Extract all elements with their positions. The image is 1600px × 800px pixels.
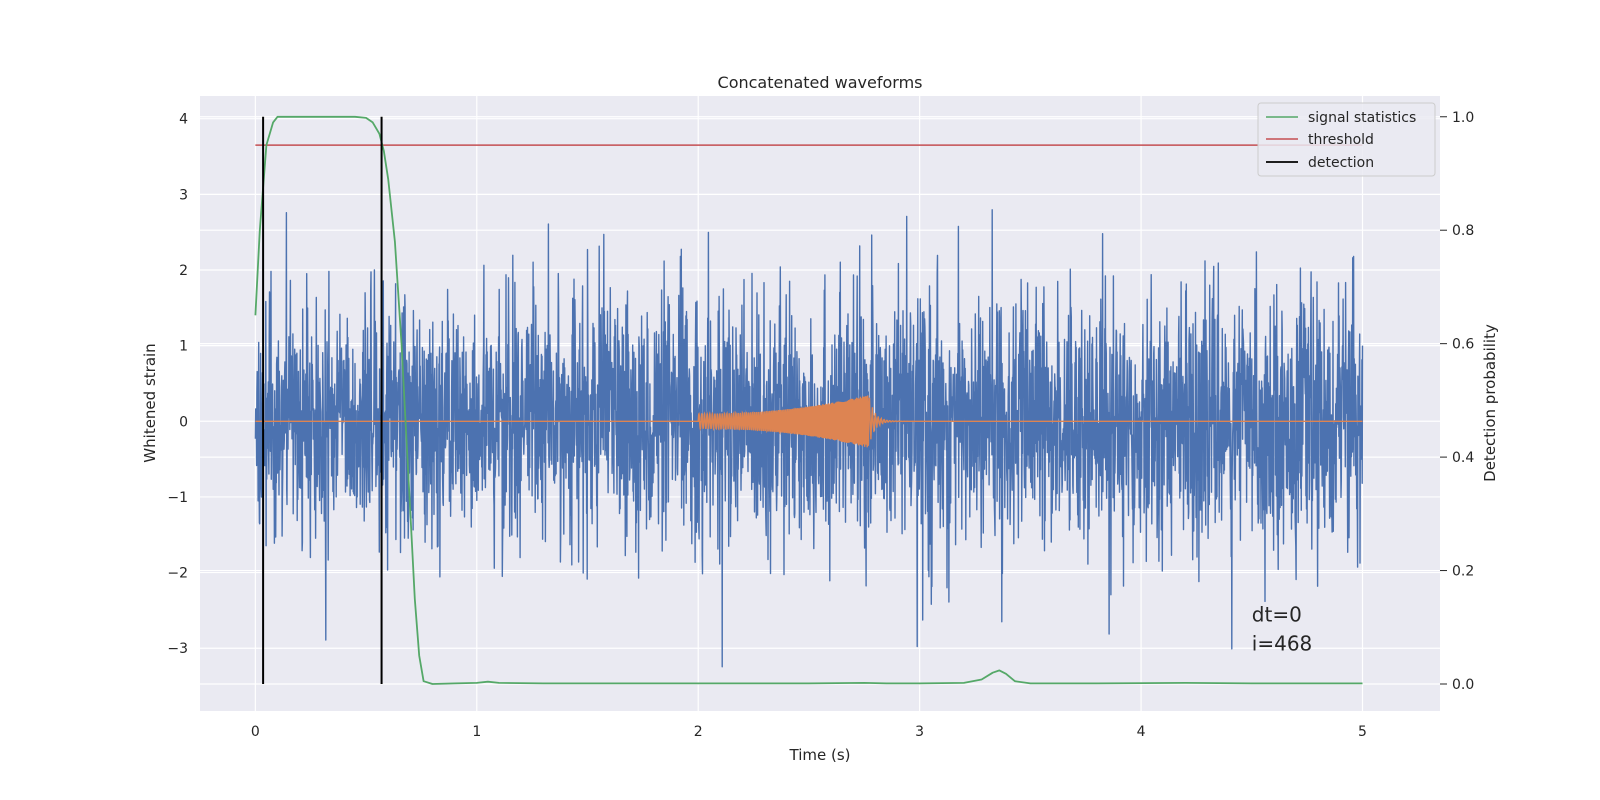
y-tick-label-right: 0.2 bbox=[1452, 564, 1474, 580]
y-axis-label-right: Detection probability bbox=[1481, 324, 1499, 482]
legend-label-threshold: threshold bbox=[1308, 132, 1374, 148]
y-tick-label: 2 bbox=[179, 263, 188, 279]
y-tick-label: 1 bbox=[179, 339, 188, 355]
series-chirp bbox=[255, 395, 1363, 448]
y-tick-label: 4 bbox=[179, 112, 188, 128]
x-tick-label: 3 bbox=[915, 724, 924, 740]
annotation-text: dt=0 bbox=[1252, 603, 1302, 627]
y-tick-label: −1 bbox=[167, 490, 188, 506]
annotations: dt=0 i=468 bbox=[1252, 603, 1313, 656]
y-tick-label: 3 bbox=[179, 187, 188, 203]
x-axis-label: Time (s) bbox=[789, 746, 851, 764]
grid bbox=[200, 96, 1440, 711]
chart-title: Concatenated waveforms bbox=[718, 73, 923, 92]
x-tick-label: 2 bbox=[694, 724, 703, 740]
y-axis-label: Whitened strain bbox=[141, 343, 159, 462]
y-tick-label: 0 bbox=[179, 414, 188, 430]
x-tick-label: 4 bbox=[1137, 724, 1146, 740]
y-tick-label-right: 0.4 bbox=[1452, 450, 1474, 466]
y-tick-label-right: 0.8 bbox=[1452, 223, 1474, 239]
x-tick-label: 5 bbox=[1358, 724, 1367, 740]
series-signal-statistics bbox=[254, 115, 1363, 685]
series-noise bbox=[254, 209, 1364, 668]
x-tick-label: 0 bbox=[251, 724, 260, 740]
y-tick-label-right: 1.0 bbox=[1452, 110, 1474, 126]
x-tick-label: 1 bbox=[472, 724, 481, 740]
y-tick-label-right: 0.0 bbox=[1452, 677, 1474, 693]
y-tick-label-right: 0.6 bbox=[1452, 337, 1474, 353]
ticks: 0 1 2 3 4 5 −3 −2 −1 0 1 2 3 4 0.0 0.2 0.4 0.6 0.8 1.0 bbox=[167, 110, 1474, 740]
legend-label-signal-statistics: signal statistics bbox=[1308, 110, 1416, 126]
data-layer bbox=[254, 115, 1364, 685]
legend: signal statistics threshold detection bbox=[1257, 102, 1436, 177]
y-tick-label: −2 bbox=[167, 566, 188, 582]
annotation-text: i=468 bbox=[1252, 631, 1313, 655]
legend-box bbox=[1257, 102, 1436, 177]
legend-label-detection: detection bbox=[1308, 155, 1374, 171]
y-tick-label: −3 bbox=[167, 641, 188, 657]
